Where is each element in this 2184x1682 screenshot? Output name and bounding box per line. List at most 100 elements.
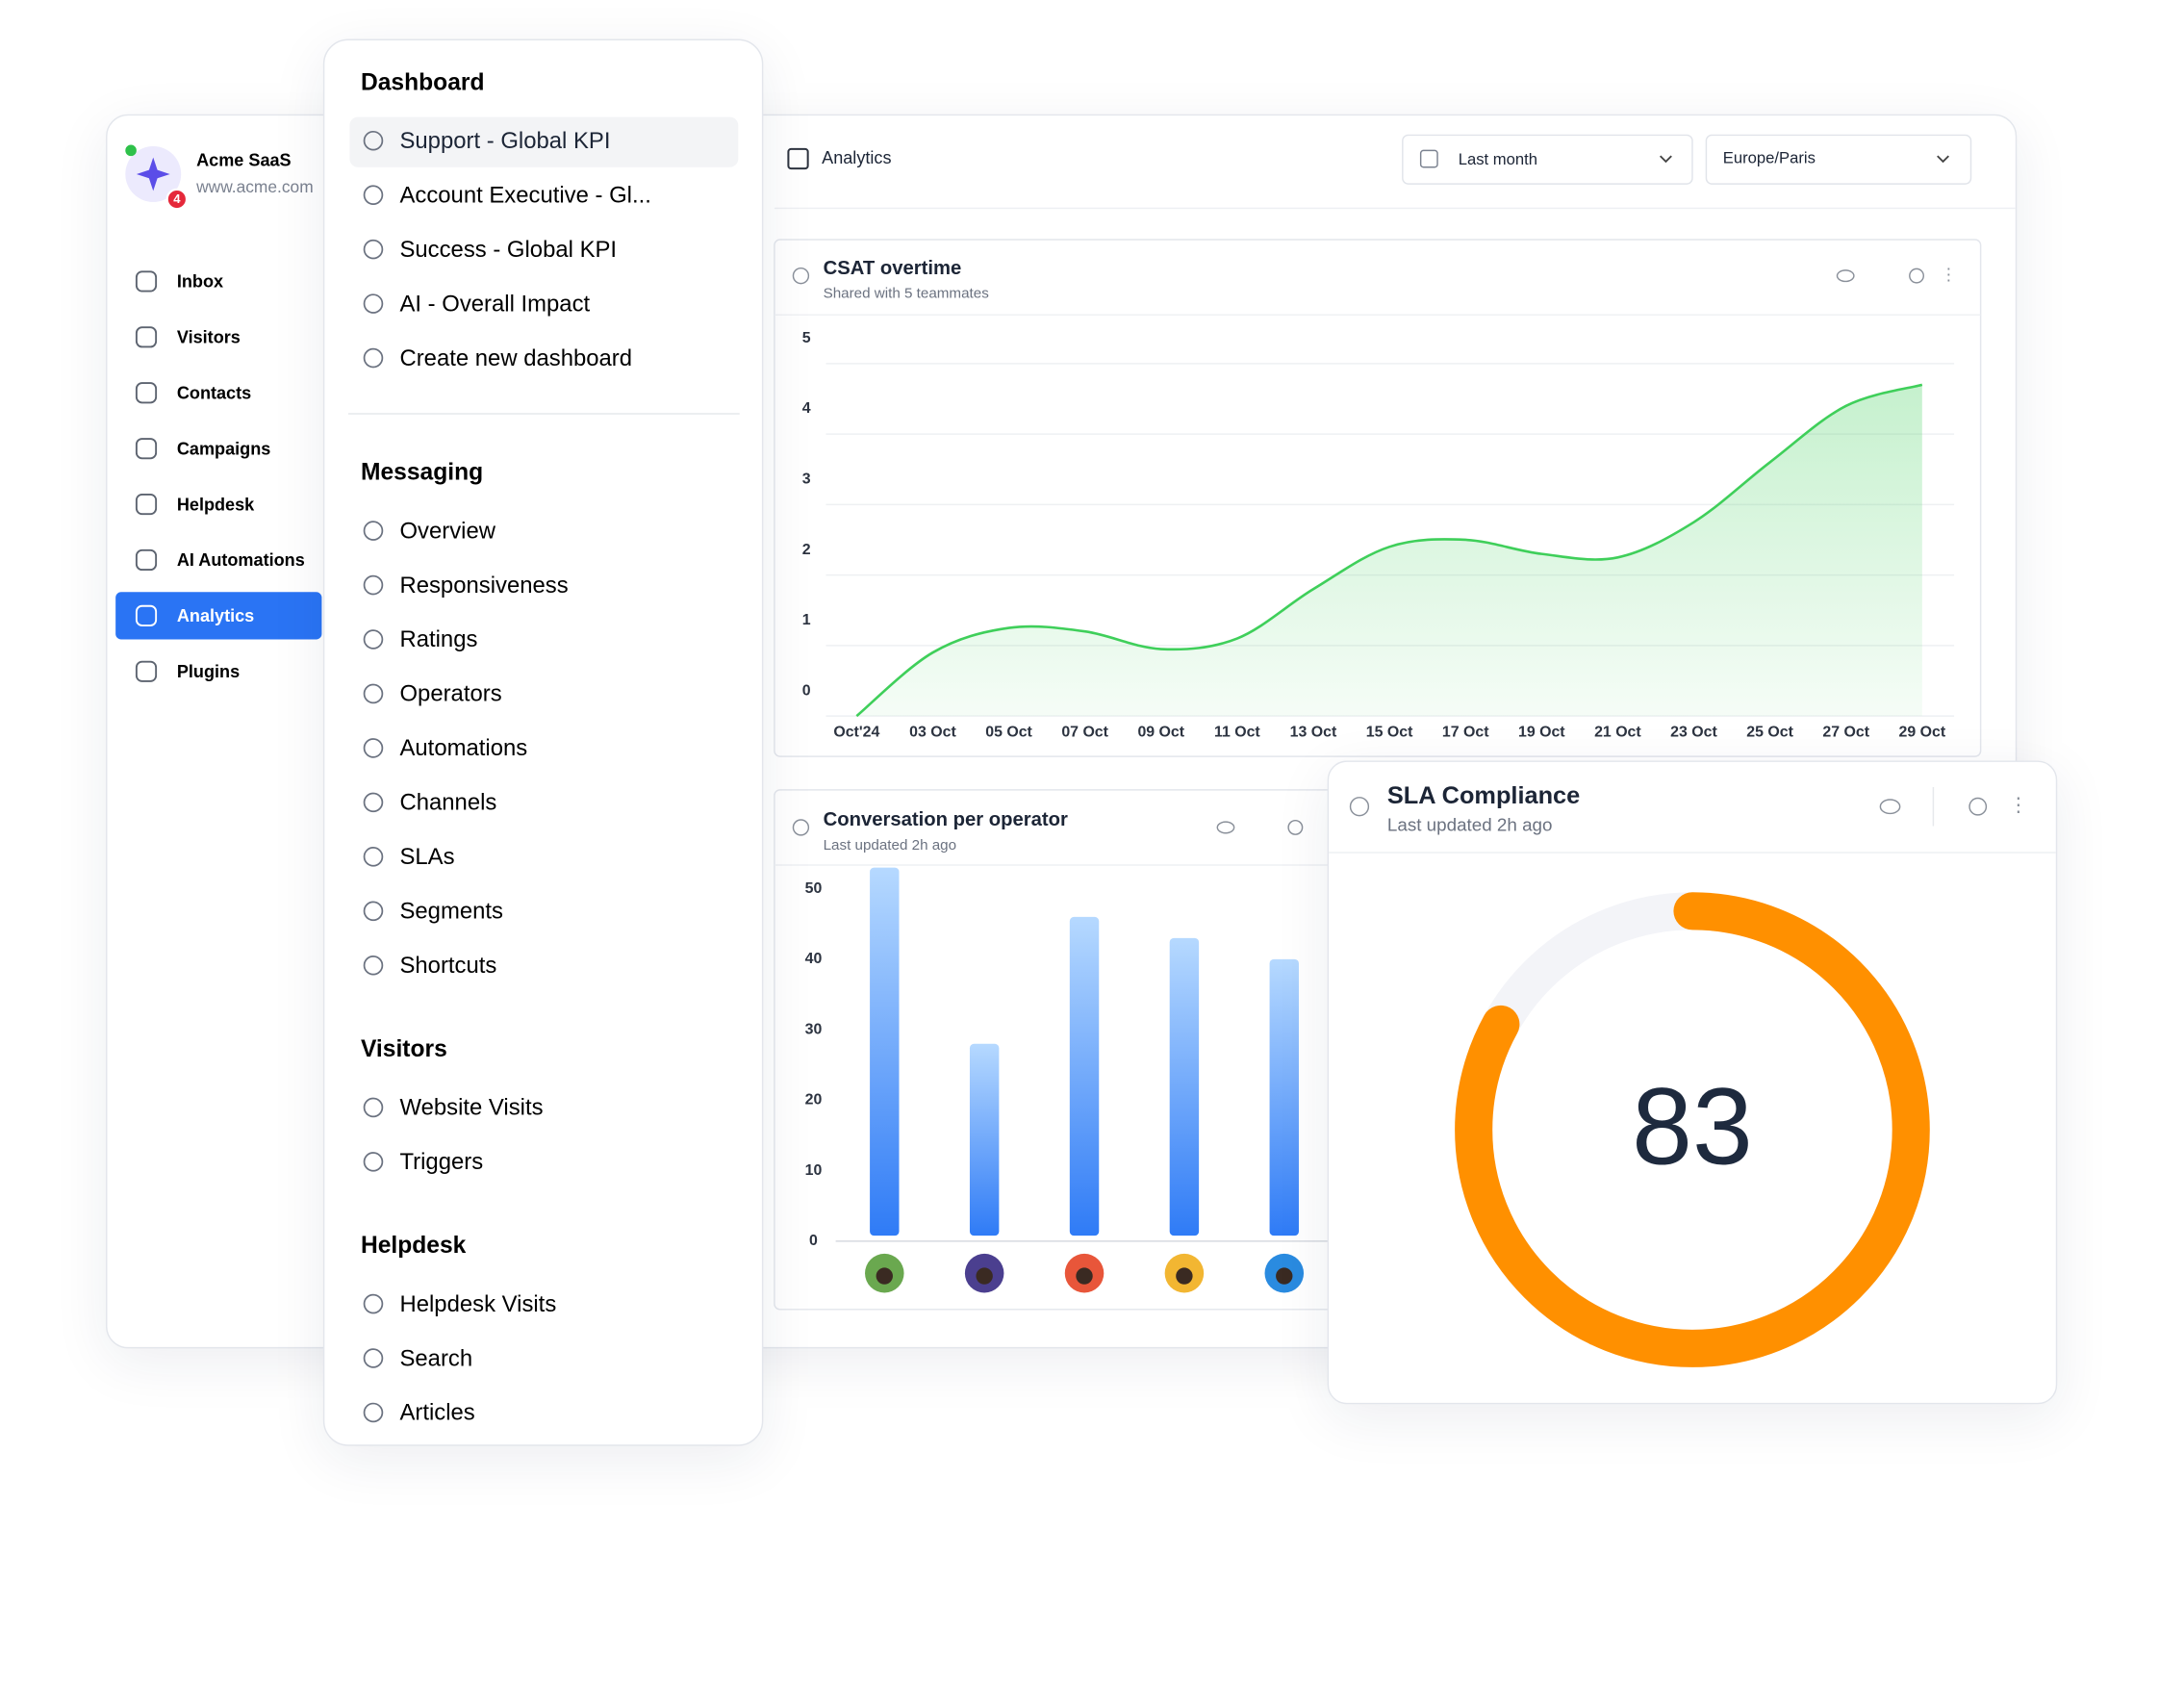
nav-item[interactable]: Inbox (177, 272, 223, 292)
nav-icon (135, 660, 158, 682)
menu-item[interactable]: Overview (399, 518, 495, 544)
chart-subtitle: Last updated 2h ago (1387, 814, 1553, 834)
x-tick-label: 23 Oct (1670, 725, 1717, 741)
menu-layer: Dashboard Support - Global KPI Account Exe… (347, 69, 740, 1426)
timezone-select[interactable] (1705, 134, 1972, 185)
menu-item[interactable]: AI - Overall Impact (399, 291, 590, 317)
y-tick-label: 50 (805, 880, 823, 897)
x-tick-label: 13 Oct (1290, 725, 1337, 741)
nav-icon (135, 270, 158, 293)
nav-icon (135, 438, 158, 460)
help-icon (792, 819, 810, 836)
calendar-icon (1419, 149, 1438, 168)
menu-item[interactable]: Support - Global KPI (399, 128, 610, 154)
gauge-value: 83 (1632, 1066, 1753, 1187)
menu-icon (363, 738, 384, 758)
menu-item[interactable]: Success - Global KPI (399, 237, 617, 263)
menu-item[interactable]: Create new dashboard (399, 345, 632, 371)
menu-item[interactable]: SLAs (399, 844, 454, 870)
x-tick-label: 17 Oct (1442, 725, 1489, 741)
y-tick-label: 4 (802, 400, 811, 417)
settings-icon[interactable] (1287, 819, 1304, 835)
menu-icon (363, 1293, 384, 1314)
view-icon[interactable] (1879, 799, 1901, 815)
y-tick-label: 3 (802, 471, 811, 488)
nav-icon (135, 493, 158, 516)
x-tick-label: 09 Oct (1137, 725, 1184, 741)
nav-icon (135, 548, 158, 572)
menu-icon (363, 792, 384, 813)
nav-icon (135, 382, 158, 404)
nav-item[interactable]: Visitors (177, 328, 241, 347)
menu-icon (363, 1348, 384, 1368)
menu-icon (363, 1097, 384, 1118)
menu-item[interactable]: Segments (399, 899, 503, 925)
settings-icon[interactable] (1968, 797, 1988, 816)
x-tick-label: 27 Oct (1822, 725, 1869, 741)
y-tick-label: 5 (802, 330, 811, 346)
menu-item[interactable]: Operators (399, 681, 501, 707)
page-title: Analytics (822, 148, 891, 167)
menu-item[interactable]: Shortcuts (399, 953, 496, 979)
menu-icon (363, 130, 384, 151)
menu-item[interactable]: Articles (399, 1400, 474, 1426)
menu-icon (363, 683, 384, 704)
menu-icon (363, 239, 384, 260)
x-tick-label: 19 Oct (1518, 725, 1565, 741)
org-name: Acme SaaS (196, 151, 292, 170)
menu-item[interactable]: Helpdesk Visits (399, 1291, 556, 1317)
menu-item[interactable]: Account Executive - Gl... (399, 182, 650, 208)
menu-section-title: Dashboard (361, 69, 485, 95)
area (856, 384, 1922, 717)
chart-subtitle: Last updated 2h ago (824, 837, 957, 854)
nav-item[interactable]: Helpdesk (177, 495, 255, 514)
y-tick-label: 20 (805, 1092, 823, 1109)
menu-item[interactable]: Triggers (399, 1149, 483, 1175)
menu-icon (363, 1402, 384, 1423)
menu-item[interactable]: Channels (399, 790, 496, 816)
menu-icon (363, 955, 384, 976)
nav-item[interactable]: Campaigns (177, 439, 270, 458)
view-icon[interactable] (1836, 269, 1855, 283)
status-dot (125, 144, 137, 157)
more-icon[interactable]: ⋮ (2009, 796, 2028, 817)
nav-item[interactable]: Contacts (177, 383, 251, 402)
bar (1169, 937, 1200, 1236)
badge-count: 4 (173, 191, 181, 206)
nav-item[interactable]: AI Automations (177, 550, 305, 570)
chart-title: Conversation per operator (824, 809, 1068, 830)
more-icon[interactable]: ⋮ (1941, 265, 1957, 284)
help-icon (792, 267, 810, 285)
operator-face (1276, 1267, 1293, 1285)
nav-icon (135, 604, 158, 626)
menu-icon (363, 185, 384, 205)
menu-section-title: Visitors (361, 1036, 447, 1062)
operator-face (1176, 1267, 1193, 1285)
x-tick-label: 15 Oct (1366, 725, 1413, 741)
nav-item[interactable]: Plugins (177, 662, 240, 681)
menu-item[interactable]: Automations (399, 735, 527, 761)
menu-item[interactable]: Search (399, 1345, 472, 1371)
y-tick-label: 10 (805, 1162, 823, 1179)
x-tick-label: 29 Oct (1899, 725, 1946, 741)
y-tick-label: 40 (805, 951, 823, 967)
settings-icon[interactable] (1909, 268, 1924, 284)
selected-item-bg (349, 116, 739, 167)
sla-layer: SLA Compliance Last updated 2h ago ⋮ 83 (1329, 782, 2056, 1367)
analytics-icon (787, 147, 809, 170)
topbar (774, 115, 2016, 210)
view-icon[interactable] (1216, 821, 1235, 834)
y-tick-label: 0 (809, 1233, 818, 1249)
nav-item[interactable]: Analytics (177, 606, 254, 625)
y-tick-label: 30 (805, 1021, 823, 1037)
sla-card: SLA Compliance Last updated 2h ago ⋮ 83 (1327, 760, 2058, 1405)
line (855, 383, 1923, 718)
operator-face (876, 1267, 893, 1285)
x-tick-label: 03 Oct (909, 725, 956, 741)
period-select[interactable] (1402, 134, 1693, 185)
menu-item[interactable]: Website Visits (399, 1095, 543, 1121)
menu-item[interactable]: Ratings (399, 626, 477, 652)
menu-item[interactable]: Responsiveness (399, 573, 568, 599)
help-icon (1349, 797, 1370, 817)
